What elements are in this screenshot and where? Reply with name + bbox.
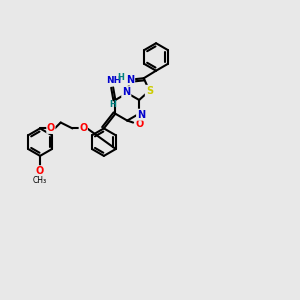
Text: O: O (135, 118, 143, 128)
Text: N: N (137, 110, 145, 120)
Text: O: O (47, 123, 55, 134)
Text: N: N (126, 75, 134, 85)
Text: H: H (109, 100, 116, 109)
Text: O: O (79, 123, 87, 134)
Text: S: S (146, 86, 153, 96)
Text: H: H (118, 74, 124, 82)
Text: O: O (36, 166, 44, 176)
Text: NH: NH (106, 76, 122, 85)
Text: CH₃: CH₃ (33, 176, 47, 184)
Text: N: N (122, 87, 130, 97)
